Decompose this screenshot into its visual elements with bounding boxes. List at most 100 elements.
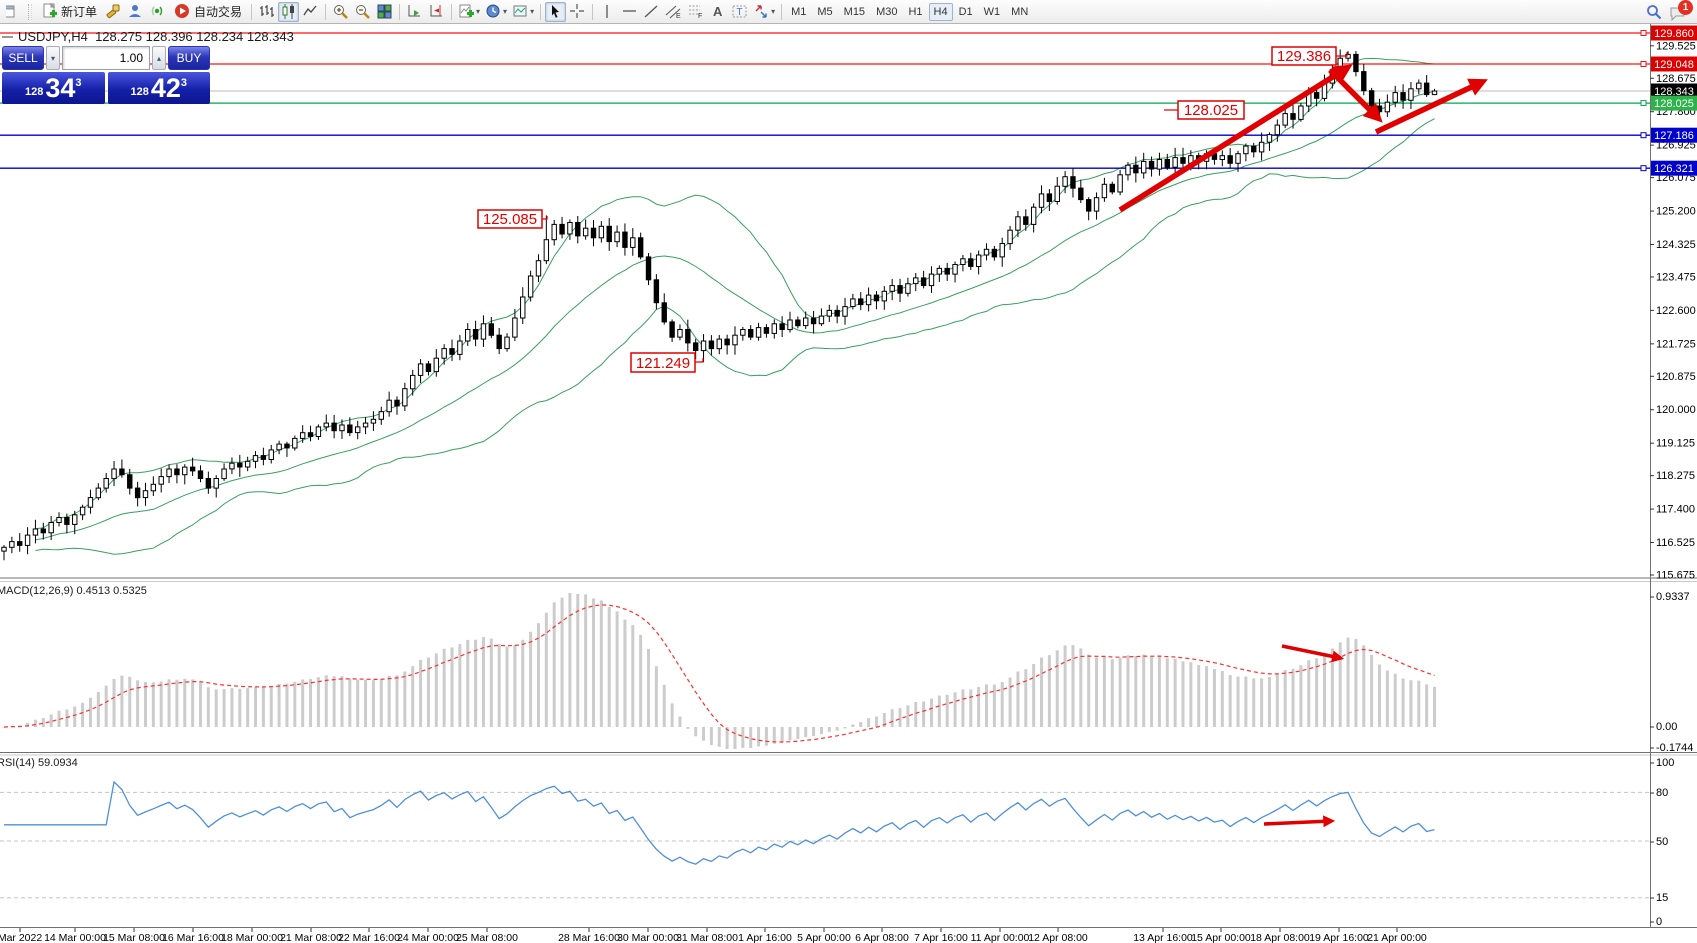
toolbar-grip	[28, 3, 32, 20]
svg-text:15: 15	[1656, 892, 1668, 904]
svg-text:120.875: 120.875	[1656, 371, 1696, 383]
indicators-button[interactable]: ▾	[456, 2, 482, 22]
new-order-icon	[43, 3, 57, 18]
zoom-out-button[interactable]	[352, 2, 373, 22]
svg-text:118.275: 118.275	[1656, 470, 1695, 482]
dropdown-caret: ▾	[476, 7, 481, 16]
toolbar-separator	[251, 3, 253, 20]
hline-handle	[1640, 132, 1647, 139]
auto-scroll-button[interactable]	[404, 2, 425, 22]
svg-text:-0.1744: -0.1744	[1656, 742, 1693, 754]
crosshair-icon	[570, 4, 585, 18]
trend-arrows[interactable]	[1118, 64, 1488, 828]
svg-text:16 Mar 16:00: 16 Mar 16:00	[162, 932, 224, 943]
toolbar-separator	[325, 3, 327, 20]
toolbar-separator	[399, 3, 401, 20]
tile-windows-button[interactable]	[374, 2, 395, 22]
tf-d1[interactable]: D1	[958, 5, 973, 18]
svg-text:50: 50	[1656, 836, 1668, 848]
volume-up-button[interactable]: ▴	[152, 46, 166, 70]
tf-m5[interactable]: M5	[817, 5, 833, 18]
candlestick-icon	[282, 4, 295, 19]
buy-button[interactable]: BUY	[168, 46, 210, 70]
search-icon	[1647, 4, 1662, 19]
cursor-tool-button[interactable]	[545, 1, 567, 22]
fibonacci-icon: F	[689, 5, 702, 20]
sell-button[interactable]: SELL	[2, 46, 44, 70]
volume-input[interactable]: 1.00	[62, 46, 150, 70]
svg-text:121.725: 121.725	[1656, 338, 1696, 350]
toolbar-separator	[540, 3, 542, 20]
label-tool[interactable]: T	[729, 2, 750, 22]
text-tool[interactable]: A	[707, 2, 728, 22]
clock-icon	[486, 4, 500, 18]
template-icon	[513, 5, 527, 17]
auto-scroll-icon	[408, 5, 421, 17]
market-button[interactable]	[147, 2, 168, 22]
macd-arrow	[1281, 644, 1345, 663]
tile-windows-icon	[377, 4, 392, 19]
svg-text:11 Apr 00:00: 11 Apr 00:00	[971, 932, 1030, 943]
rsi-levels	[0, 791, 1650, 899]
tf-h4[interactable]: H4	[928, 2, 953, 21]
candlestick-mode-button[interactable]	[278, 1, 300, 22]
horizontal-line-tool[interactable]	[619, 2, 640, 22]
line-chart-icon	[303, 5, 317, 16]
text-a-icon: A	[713, 4, 723, 19]
callout-text: 129.386	[1277, 48, 1331, 65]
tf-m30[interactable]: M30	[876, 5, 898, 18]
zoom-in-button[interactable]	[330, 2, 351, 22]
toolbar: 新订单 自动交易	[0, 0, 1697, 24]
svg-text:7 Apr 16:00: 7 Apr 16:00	[914, 932, 968, 943]
chart-shift-button[interactable]	[426, 2, 447, 22]
indicators-icon	[459, 4, 475, 18]
bar-chart-mode-button[interactable]	[256, 2, 277, 22]
tf-h1[interactable]: H1	[908, 5, 923, 18]
periods-button[interactable]: ▾	[483, 2, 509, 22]
crosshair-tool-button[interactable]	[567, 2, 588, 22]
templates-button[interactable]: ▾	[510, 2, 536, 22]
autotrade-icon	[175, 4, 190, 18]
bid-pip: 3	[75, 77, 82, 89]
chart-canvas[interactable]: 129.525128.675127.800126.925126.075125.2…	[0, 24, 1697, 943]
autotrade-button[interactable]: 自动交易	[169, 2, 247, 22]
autotrade-label: 自动交易	[194, 5, 243, 19]
ask-price[interactable]: 128 42 3	[107, 72, 210, 104]
tf-w1[interactable]: W1	[983, 5, 1001, 18]
bid-price[interactable]: 128 34 3	[2, 72, 105, 104]
price-callouts[interactable]: 129.386 128.025 125.085 121.249	[477, 46, 1348, 373]
svg-text:123.475: 123.475	[1656, 272, 1696, 284]
tf-m15[interactable]: M15	[843, 5, 866, 18]
vertical-line-tool[interactable]	[597, 2, 618, 22]
volume-down-button[interactable]: ▾	[46, 46, 60, 70]
svg-text:0: 0	[1656, 916, 1662, 928]
zoom-out-icon	[356, 5, 370, 19]
profile-button[interactable]	[125, 2, 146, 22]
fibonacci-tool[interactable]: F	[685, 2, 706, 22]
tools-button[interactable]	[103, 2, 124, 22]
svg-text:T: T	[737, 7, 743, 18]
line-chart-mode-button[interactable]	[300, 2, 321, 22]
toolbar-separator	[451, 3, 453, 20]
tf-mn[interactable]: MN	[1011, 5, 1029, 18]
search-button[interactable]	[1643, 2, 1665, 22]
svg-text:0.9337: 0.9337	[1656, 591, 1690, 603]
hline-handle	[1640, 100, 1647, 107]
channel-tool[interactable]: E	[663, 2, 684, 22]
new-order-button[interactable]: 新订单	[36, 2, 102, 22]
rsi-line	[4, 780, 1435, 865]
trend-arrow	[1328, 68, 1383, 123]
charts-partial-icon[interactable]	[4, 2, 24, 22]
hline-handle	[1640, 61, 1647, 67]
trendline-tool[interactable]	[641, 2, 662, 22]
notifications-button[interactable]: 1	[1669, 0, 1693, 22]
svg-text:28 Mar 16:00: 28 Mar 16:00	[558, 932, 620, 943]
tf-m1[interactable]: M1	[791, 5, 807, 18]
trend-arrow	[1374, 78, 1488, 135]
ask-int: 128	[130, 86, 149, 98]
arrows-tool[interactable]: ▾	[751, 2, 777, 22]
svg-text:6 Apr 08:00: 6 Apr 08:00	[855, 932, 909, 943]
bar-chart-icon	[260, 5, 275, 17]
